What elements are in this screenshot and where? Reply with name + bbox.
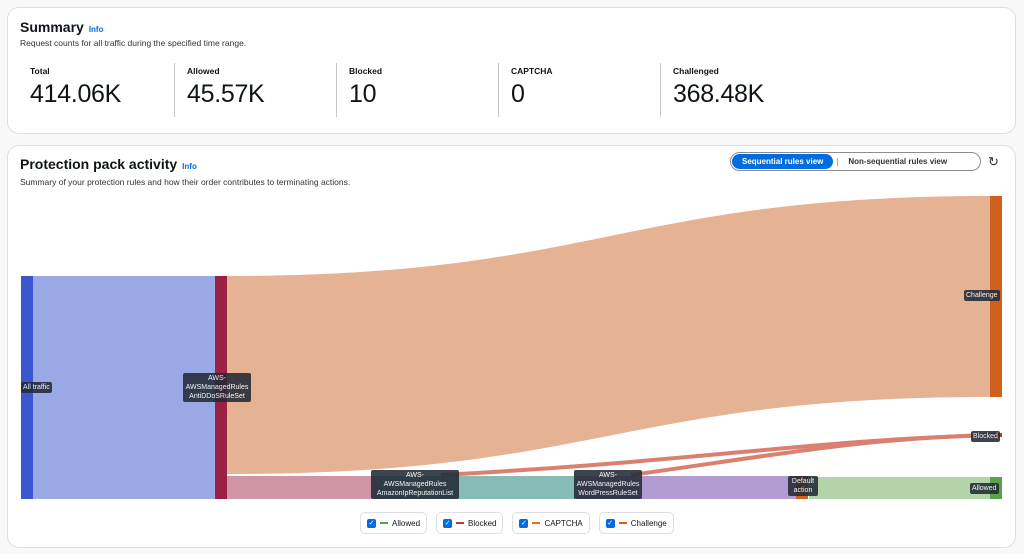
legend-captcha[interactable]: ✓ CAPTCHA <box>512 512 590 534</box>
flow-ddos-to-iprep <box>227 476 377 499</box>
activity-description: Summary of your protection rules and how… <box>20 177 351 187</box>
summary-title: Summary Info <box>20 19 104 35</box>
stat-value: 414.06K <box>30 80 122 108</box>
legend: ✓ Allowed ✓ Blocked ✓ CAPTCHA ✓ Challenge <box>360 512 674 534</box>
activity-title: Protection pack activity Info <box>20 156 197 172</box>
label-default-action: Default action <box>788 476 818 496</box>
swatch <box>380 522 388 524</box>
stat-challenged: Challenged 368.48K <box>660 63 820 117</box>
stat-value: 10 <box>349 80 377 108</box>
stat-allowed: Allowed 45.57K <box>174 63 334 117</box>
summary-description: Request counts for all traffic during th… <box>20 38 247 48</box>
summary-card: Summary Info Request counts for all traff… <box>7 7 1016 134</box>
stat-label: CAPTCHA <box>511 66 553 76</box>
divider <box>837 157 839 166</box>
label-all-traffic: All traffic <box>21 382 52 393</box>
stat-captcha: CAPTCHA 0 <box>498 63 658 117</box>
checkbox-checked-icon[interactable]: ✓ <box>605 518 615 528</box>
stat-total: Total 414.06K <box>18 63 168 117</box>
stat-value: 368.48K <box>673 80 765 108</box>
view-toggle: Sequential rules view Non-sequential rul… <box>730 152 981 171</box>
checkbox-checked-icon[interactable]: ✓ <box>443 518 453 528</box>
stat-label: Challenged <box>673 66 719 76</box>
legend-allowed[interactable]: ✓ Allowed <box>360 512 428 534</box>
label-blocked: Blocked <box>971 431 1000 442</box>
legend-blocked[interactable]: ✓ Blocked <box>436 512 504 534</box>
legend-label: CAPTCHA <box>544 518 583 528</box>
checkbox-checked-icon[interactable]: ✓ <box>519 518 529 528</box>
summary-info-link[interactable]: Info <box>88 25 104 34</box>
stat-label: Blocked <box>349 66 383 76</box>
label-wp: AWS- AWSManagedRules WordPressRuleSet <box>574 470 642 499</box>
legend-challenge[interactable]: ✓ Challenge <box>598 512 674 534</box>
activity-card: Protection pack activity Info Summary of … <box>7 145 1016 548</box>
swatch <box>532 522 541 524</box>
flow-default-to-allowed <box>809 477 990 499</box>
label-allowed: Allowed <box>970 483 999 494</box>
refresh-icon[interactable]: ↻ <box>988 154 999 169</box>
stat-label: Total <box>30 66 50 76</box>
stat-value: 0 <box>511 80 525 108</box>
stat-value: 45.57K <box>187 80 265 108</box>
flow-wp-blocked <box>630 433 992 477</box>
activity-info-link[interactable]: Info <box>182 162 197 171</box>
swatch <box>456 522 465 524</box>
sankey-diagram <box>21 196 1002 499</box>
non-sequential-view-button[interactable]: Non-sequential rules view <box>848 157 948 166</box>
legend-label: Blocked <box>468 518 497 528</box>
stat-blocked: Blocked 10 <box>336 63 496 117</box>
label-iprep: AWS- AWSManagedRules AmazonIpReputationL… <box>371 470 459 499</box>
swatch <box>618 522 627 524</box>
legend-label: Allowed <box>392 518 421 528</box>
checkbox-checked-icon[interactable]: ✓ <box>367 518 376 528</box>
stat-label: Allowed <box>187 66 220 76</box>
label-ddos: AWS- AWSManagedRules AntiDDoSRuleSet <box>183 373 251 402</box>
legend-label: Challenge <box>630 518 667 528</box>
sequential-view-button[interactable]: Sequential rules view <box>732 154 834 169</box>
label-challenge: Challenge <box>964 290 1000 301</box>
flow-challenge <box>227 196 990 474</box>
